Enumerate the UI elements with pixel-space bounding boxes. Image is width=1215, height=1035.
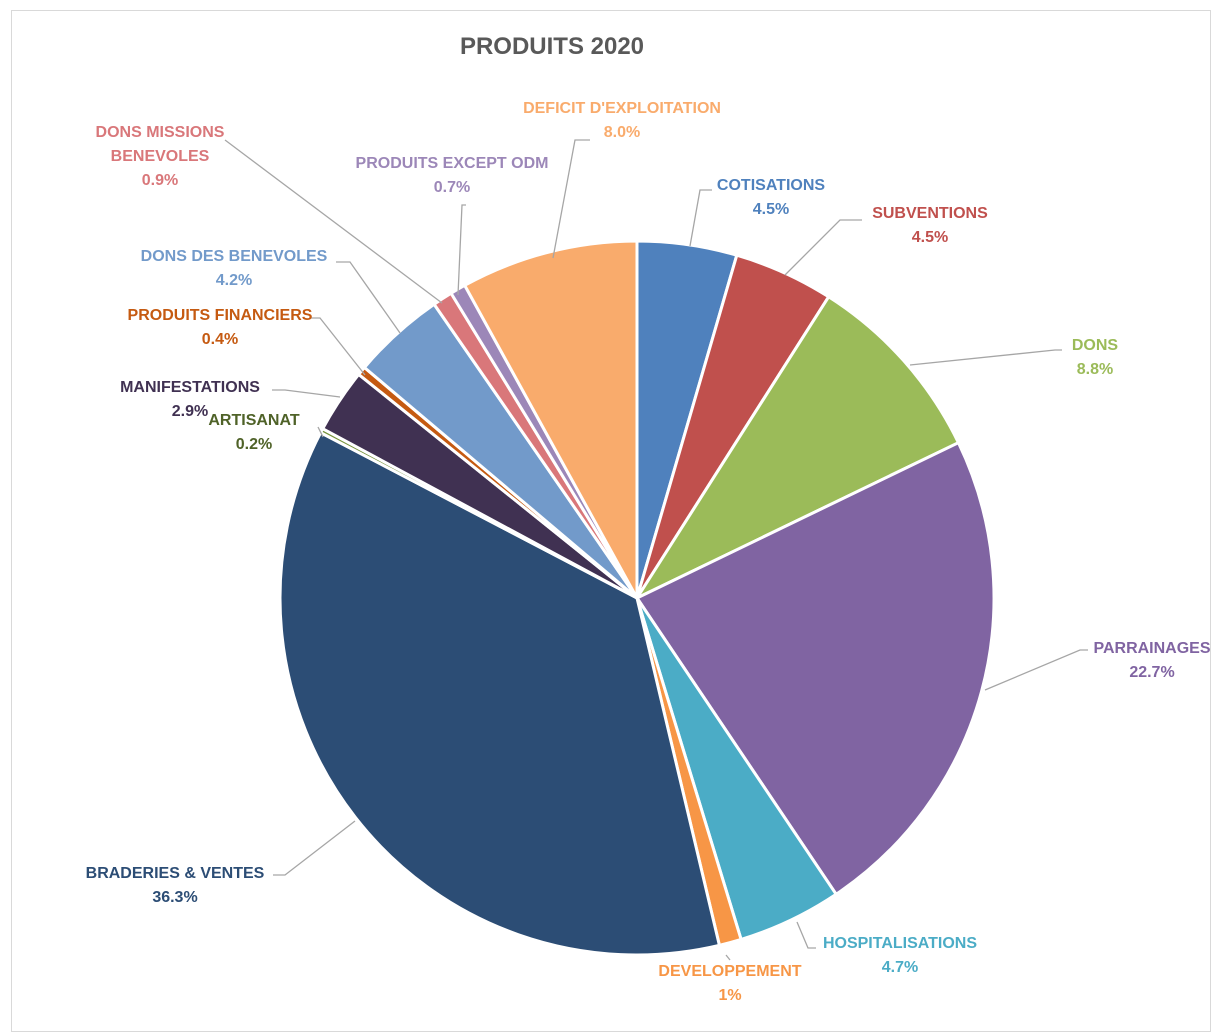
leader-line-dons-des-benevoles xyxy=(336,261,401,334)
leader-line-artisanat xyxy=(317,426,324,438)
data-label-name: PARRAINAGES xyxy=(1093,640,1210,657)
data-label-value: 4.2% xyxy=(216,272,252,289)
data-label-dons-des-benevoles: DONS DES BENEVOLES 4.2% xyxy=(141,248,328,289)
leader-line-braderies-ventes xyxy=(273,820,356,876)
chart-title: PRODUITS 2020 xyxy=(460,33,644,60)
leader-line-produits-except-odm xyxy=(457,204,466,296)
pie-slice-dons xyxy=(635,295,960,600)
leader-line-dons-missions-benevoles xyxy=(224,139,443,304)
data-label-developpement: DEVELOPPEMENT 1% xyxy=(658,963,801,1004)
pie-slices xyxy=(278,239,996,957)
leader-line-parrainages xyxy=(984,649,1088,691)
data-label-name: DONS MISSIONS xyxy=(96,124,225,141)
data-label-name: DONS xyxy=(1072,337,1119,354)
data-label-value: 0.4% xyxy=(202,331,238,348)
data-label-value: 1% xyxy=(718,987,741,1004)
data-label-name: COTISATIONS xyxy=(717,177,825,194)
leader-line-produits-financiers xyxy=(310,317,366,376)
data-label-value: 0.2% xyxy=(236,436,272,453)
data-label-braderies-ventes: BRADERIES & VENTES 36.3% xyxy=(86,865,265,906)
data-label-name: DEFICIT D'EXPLOITATION xyxy=(523,100,721,117)
data-label-value: 8.0% xyxy=(604,124,640,141)
data-label-value: 4.5% xyxy=(912,229,948,246)
pie-slice-parrainages xyxy=(635,441,996,896)
data-label-value: 36.3% xyxy=(152,889,197,906)
data-label-name: HOSPITALISATIONS xyxy=(823,935,977,952)
data-label-name: BENEVOLES xyxy=(111,148,210,165)
data-labels: COTISATIONS 4.5% SUBVENTIONS 4.5% DONS 8.8% PA… xyxy=(86,100,1211,1004)
data-label-name: MANIFESTATIONS xyxy=(120,379,260,396)
data-label-name: PRODUITS FINANCIERS xyxy=(128,307,313,324)
leader-lines xyxy=(224,139,1088,961)
data-label-name: BRADERIES & VENTES xyxy=(86,865,265,882)
leader-line-developpement xyxy=(725,954,731,961)
data-label-value: 4.7% xyxy=(882,959,918,976)
data-label-cotisations: COTISATIONS 4.5% xyxy=(717,177,825,218)
data-label-dons-missions-benevoles: DONS MISSIONS BENEVOLES 0.9% xyxy=(96,124,225,189)
data-label-subventions: SUBVENTIONS 4.5% xyxy=(872,205,988,246)
data-label-value: 8.8% xyxy=(1077,361,1113,378)
leader-line-hospitalisations xyxy=(796,921,816,949)
data-label-name: DONS DES BENEVOLES xyxy=(141,248,328,265)
data-label-value: 2.9% xyxy=(172,403,208,420)
data-label-deficit-d-exploitation: DEFICIT D'EXPLOITATION 8.0% xyxy=(523,100,721,141)
data-label-value: 0.9% xyxy=(142,172,178,189)
data-label-manifestations: MANIFESTATIONS 2.9% xyxy=(120,379,260,420)
data-label-name: PRODUITS EXCEPT ODM xyxy=(356,155,549,172)
data-label-produits-except-odm: PRODUITS EXCEPT ODM 0.7% xyxy=(356,155,549,196)
data-label-value: 4.5% xyxy=(753,201,789,218)
data-label-dons: DONS 8.8% xyxy=(1072,337,1119,378)
leader-line-manifestations xyxy=(272,389,341,398)
leader-line-cotisations xyxy=(689,189,712,247)
data-label-hospitalisations: HOSPITALISATIONS 4.7% xyxy=(823,935,977,976)
data-label-parrainages: PARRAINAGES 22.7% xyxy=(1093,640,1210,681)
data-label-value: 0.7% xyxy=(434,179,470,196)
leader-line-dons xyxy=(909,349,1062,366)
data-label-artisanat: ARTISANAT 0.2% xyxy=(208,412,299,453)
leader-line-deficit-d-exploitation xyxy=(552,139,590,259)
pie-slice-braderies-ventes xyxy=(278,431,721,957)
data-label-name: DEVELOPPEMENT xyxy=(658,963,801,980)
data-label-produits-financiers: PRODUITS FINANCIERS 0.4% xyxy=(128,307,313,348)
pie-slice-deficit-d-exploitation xyxy=(463,239,639,600)
data-label-value: 22.7% xyxy=(1129,664,1174,681)
leader-line-subventions xyxy=(784,219,862,276)
data-label-name: SUBVENTIONS xyxy=(872,205,988,222)
data-label-name: ARTISANAT xyxy=(208,412,299,429)
